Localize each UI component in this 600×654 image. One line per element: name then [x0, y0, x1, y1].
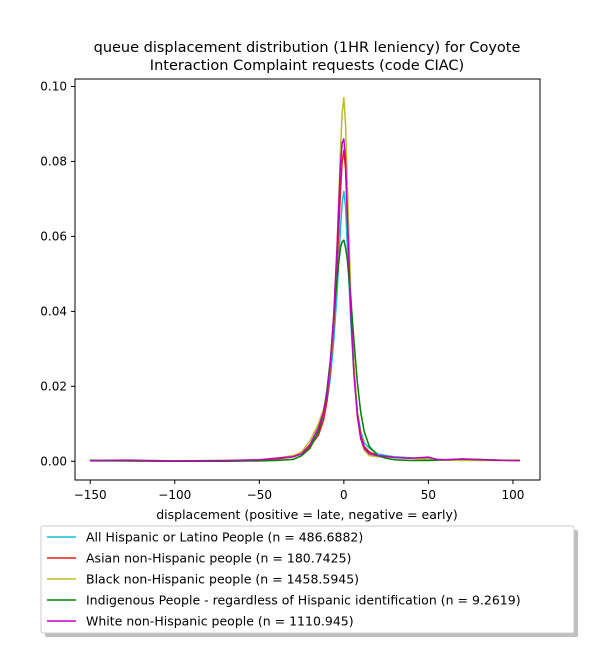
legend-entries: All Hispanic or Latino People (n = 486.6… — [47, 530, 521, 629]
legend-item: White non-Hispanic people (n = 1110.945) — [47, 614, 354, 629]
axes-frame — [74, 78, 541, 481]
legend-item: All Hispanic or Latino People (n = 486.6… — [47, 530, 363, 545]
chart-title-line-1: queue displacement distribution (1HR len… — [94, 40, 521, 56]
chart-title: queue displacement distribution (1HR len… — [94, 40, 521, 74]
y-tick-label: 0.10 — [40, 79, 67, 93]
chart-title-line-2: Interaction Complaint requests (code CIA… — [150, 58, 464, 74]
x-tick-label: 50 — [421, 488, 436, 502]
plot-area: −150 −100 −50 0 50 100 0.000.020.040.060.080.… — [40, 78, 541, 502]
y-tick-label: 0.08 — [40, 154, 67, 168]
legend-item: Indigenous People - regardless of Hispan… — [47, 593, 521, 608]
y-tick-label: 0.00 — [40, 454, 67, 468]
legend-label: White non-Hispanic people (n = 1110.945) — [86, 614, 354, 629]
x-axis-ticks: −150 −100 −50 0 50 100 — [74, 480, 524, 502]
legend-item: Asian non-Hispanic people (n = 180.7425) — [47, 551, 351, 566]
legend: All Hispanic or Latino People (n = 486.6… — [40, 525, 578, 637]
y-tick-label: 0.04 — [40, 304, 67, 318]
x-tick-label: 100 — [501, 488, 524, 502]
series-line-4 — [90, 138, 520, 462]
x-tick-label: −150 — [74, 488, 107, 502]
series-line-3 — [90, 239, 520, 463]
legend-item: Black non-Hispanic people (n = 1458.5945… — [47, 572, 359, 587]
y-tick-label: 0.06 — [40, 229, 67, 243]
x-tick-label: 0 — [340, 488, 348, 502]
legend-box — [40, 525, 575, 634]
y-axis-ticks: 0.00 0.02 0.04 0.06 0.08 0.10 — [40, 79, 75, 468]
legend-label: Black non-Hispanic people (n = 1458.5945… — [86, 572, 359, 587]
x-tick-label: −50 — [247, 488, 272, 502]
y-tick-label: 0.02 — [40, 379, 67, 393]
series-group — [90, 96, 520, 463]
x-tick-label: −100 — [158, 488, 191, 502]
x-axis-label: displacement (positive = late, negative … — [156, 507, 458, 522]
legend-label: Indigenous People - regardless of Hispan… — [86, 593, 521, 608]
legend-label: Asian non-Hispanic people (n = 180.7425) — [86, 551, 351, 566]
legend-label: All Hispanic or Latino People (n = 486.6… — [86, 530, 363, 545]
